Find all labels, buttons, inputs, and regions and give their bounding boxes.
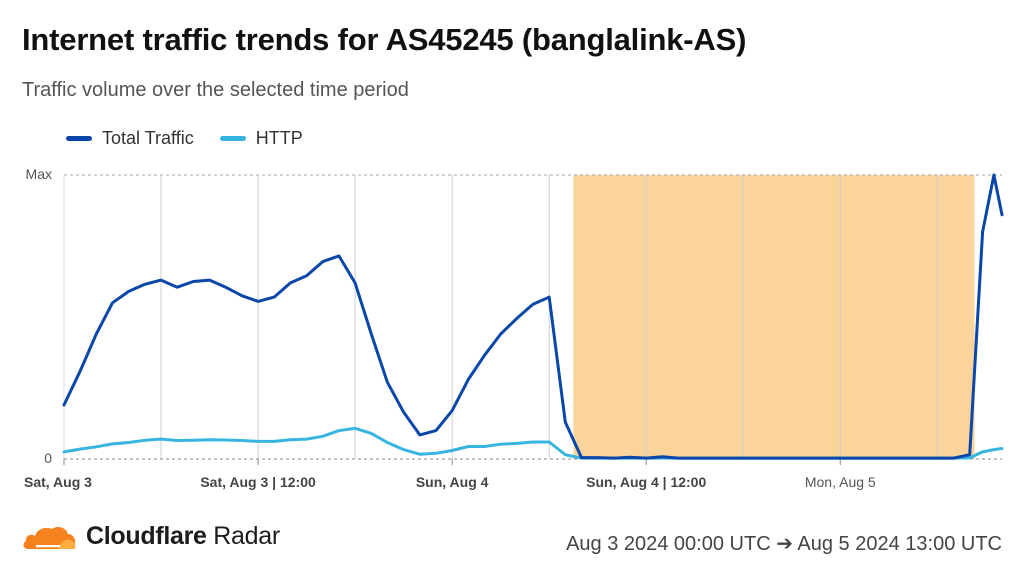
y-tick-label: Max [26,166,52,182]
legend-swatch-http [219,136,246,141]
chart-title: Internet traffic trends for AS45245 (ban… [22,22,747,57]
outage-highlight-band [573,175,975,459]
y-tick-label: 0 [44,450,52,466]
x-tick-label: Mon, Aug 5 [805,474,876,490]
x-tick-label: Sat, Aug 3 [24,474,92,490]
x-tick-label: Sat, Aug 3 | 12:00 [200,474,316,490]
series-line-total-traffic [62,173,1004,460]
cloudflare-cloud-icon [23,526,76,549]
legend-label-http: HTTP [255,128,303,148]
cloudflare-radar-brand[interactable]: Cloudflare Radar [22,522,280,551]
legend-swatch-total-traffic [66,136,92,141]
chart-legend: Total Traffic HTTP [66,128,303,149]
brand-name: Cloudflare Radar [86,522,280,551]
x-tick-label: Sun, Aug 4 [416,474,489,490]
brand-bold: Cloudflare [86,522,207,550]
date-range: Aug 3 2024 00:00 UTC ➔ Aug 5 2024 13:00 … [566,533,1002,555]
legend-item-total-traffic[interactable]: Total Traffic [66,128,194,149]
x-tick-label: Sun, Aug 4 | 12:00 [586,474,706,490]
brand-regular: Radar [213,522,280,550]
chart-subtitle: Traffic volume over the selected time pe… [22,79,409,101]
legend-label-total-traffic: Total Traffic [102,128,194,148]
legend-item-http[interactable]: HTTP [219,128,303,149]
